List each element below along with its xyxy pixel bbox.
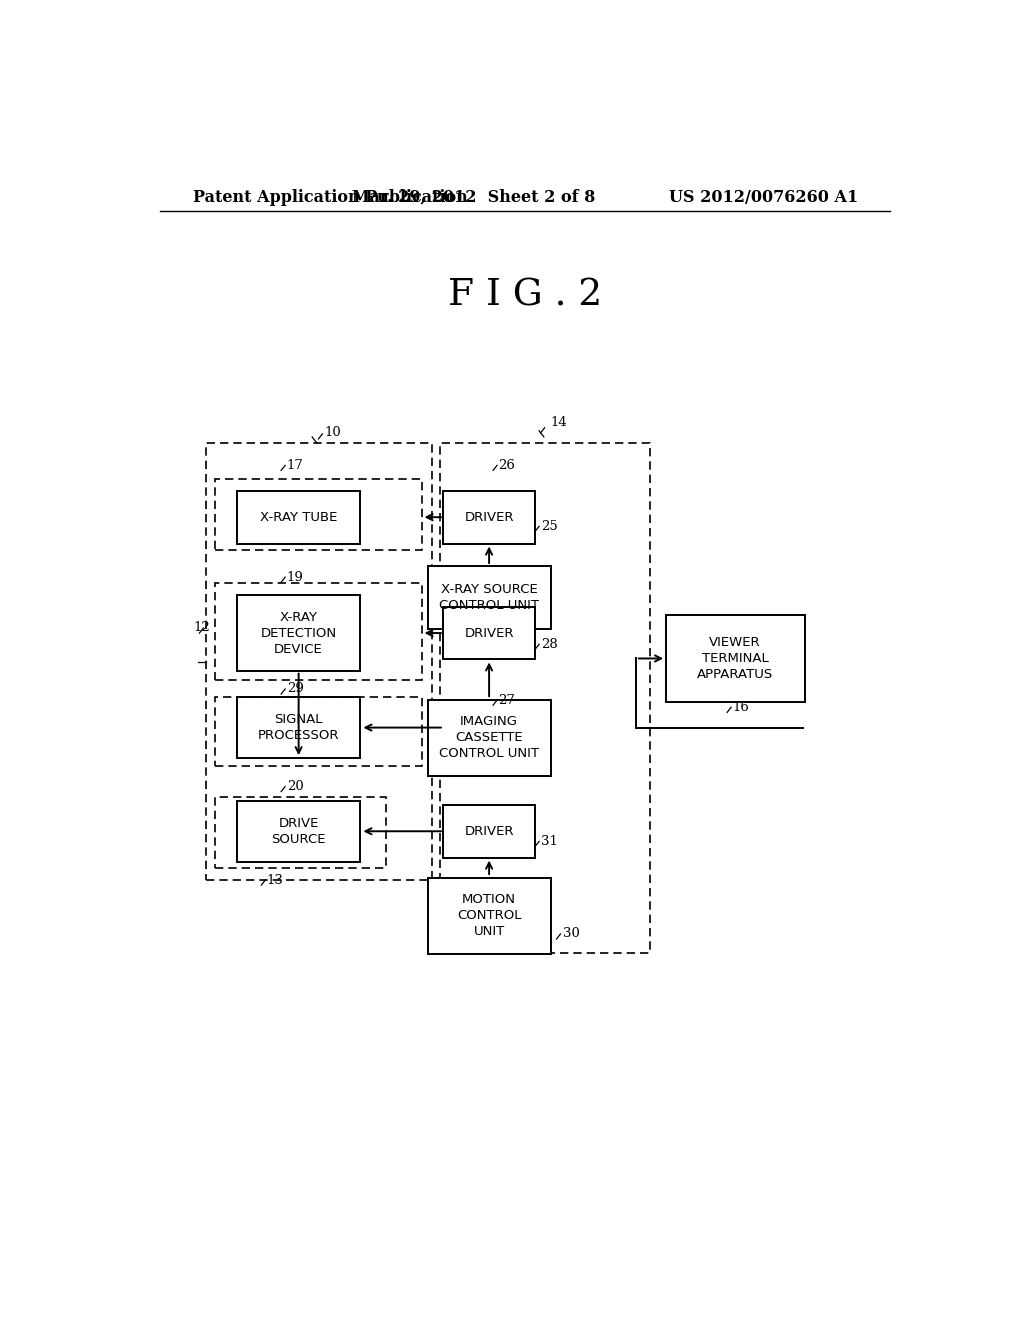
Text: F I G . 2: F I G . 2 — [447, 277, 602, 314]
Bar — [206, 444, 432, 880]
Bar — [238, 595, 360, 671]
Text: 29: 29 — [287, 682, 303, 696]
Text: 16: 16 — [733, 701, 750, 714]
Text: Mar. 29, 2012  Sheet 2 of 8: Mar. 29, 2012 Sheet 2 of 8 — [351, 189, 595, 206]
Text: X-RAY TUBE: X-RAY TUBE — [260, 511, 337, 524]
Bar — [428, 700, 551, 776]
Text: Patent Application Publication: Patent Application Publication — [194, 189, 468, 206]
Bar — [440, 444, 650, 953]
Bar — [215, 583, 422, 680]
Text: 10: 10 — [325, 426, 342, 440]
Text: 31: 31 — [541, 836, 557, 847]
Text: 17: 17 — [287, 459, 303, 471]
Text: X-RAY
DETECTION
DEVICE: X-RAY DETECTION DEVICE — [260, 611, 337, 656]
Text: 30: 30 — [563, 928, 580, 940]
Text: US 2012/0076260 A1: US 2012/0076260 A1 — [669, 189, 858, 206]
Text: 14: 14 — [550, 416, 567, 429]
Text: VIEWER
TERMINAL
APPARATUS: VIEWER TERMINAL APPARATUS — [697, 636, 773, 681]
Bar — [428, 878, 551, 954]
Bar — [238, 697, 360, 758]
Text: DRIVER: DRIVER — [464, 511, 514, 524]
Text: DRIVER: DRIVER — [464, 825, 514, 838]
Text: DRIVER: DRIVER — [464, 627, 514, 640]
Bar — [215, 697, 422, 766]
Bar — [215, 797, 386, 867]
Bar — [215, 479, 422, 549]
Text: 25: 25 — [541, 520, 557, 533]
Text: 27: 27 — [499, 693, 515, 706]
Text: 19: 19 — [287, 570, 303, 583]
Text: IMAGING
CASSETTE
CONTROL UNIT: IMAGING CASSETTE CONTROL UNIT — [439, 715, 539, 760]
Bar — [443, 607, 535, 660]
Bar — [666, 615, 805, 702]
Text: SIGNAL
PROCESSOR: SIGNAL PROCESSOR — [258, 713, 339, 742]
Bar — [428, 566, 551, 630]
Text: X-RAY SOURCE
CONTROL UNIT: X-RAY SOURCE CONTROL UNIT — [439, 583, 539, 612]
Bar — [238, 491, 360, 544]
Text: 20: 20 — [287, 780, 303, 793]
Text: MOTION
CONTROL
UNIT: MOTION CONTROL UNIT — [457, 894, 521, 939]
Text: 13: 13 — [267, 874, 284, 887]
Bar — [443, 491, 535, 544]
Text: 26: 26 — [499, 459, 515, 471]
Bar — [238, 801, 360, 862]
Text: 12: 12 — [194, 622, 211, 635]
Text: 28: 28 — [541, 638, 557, 651]
Text: DRIVE
SOURCE: DRIVE SOURCE — [271, 817, 326, 846]
Bar — [443, 805, 535, 858]
